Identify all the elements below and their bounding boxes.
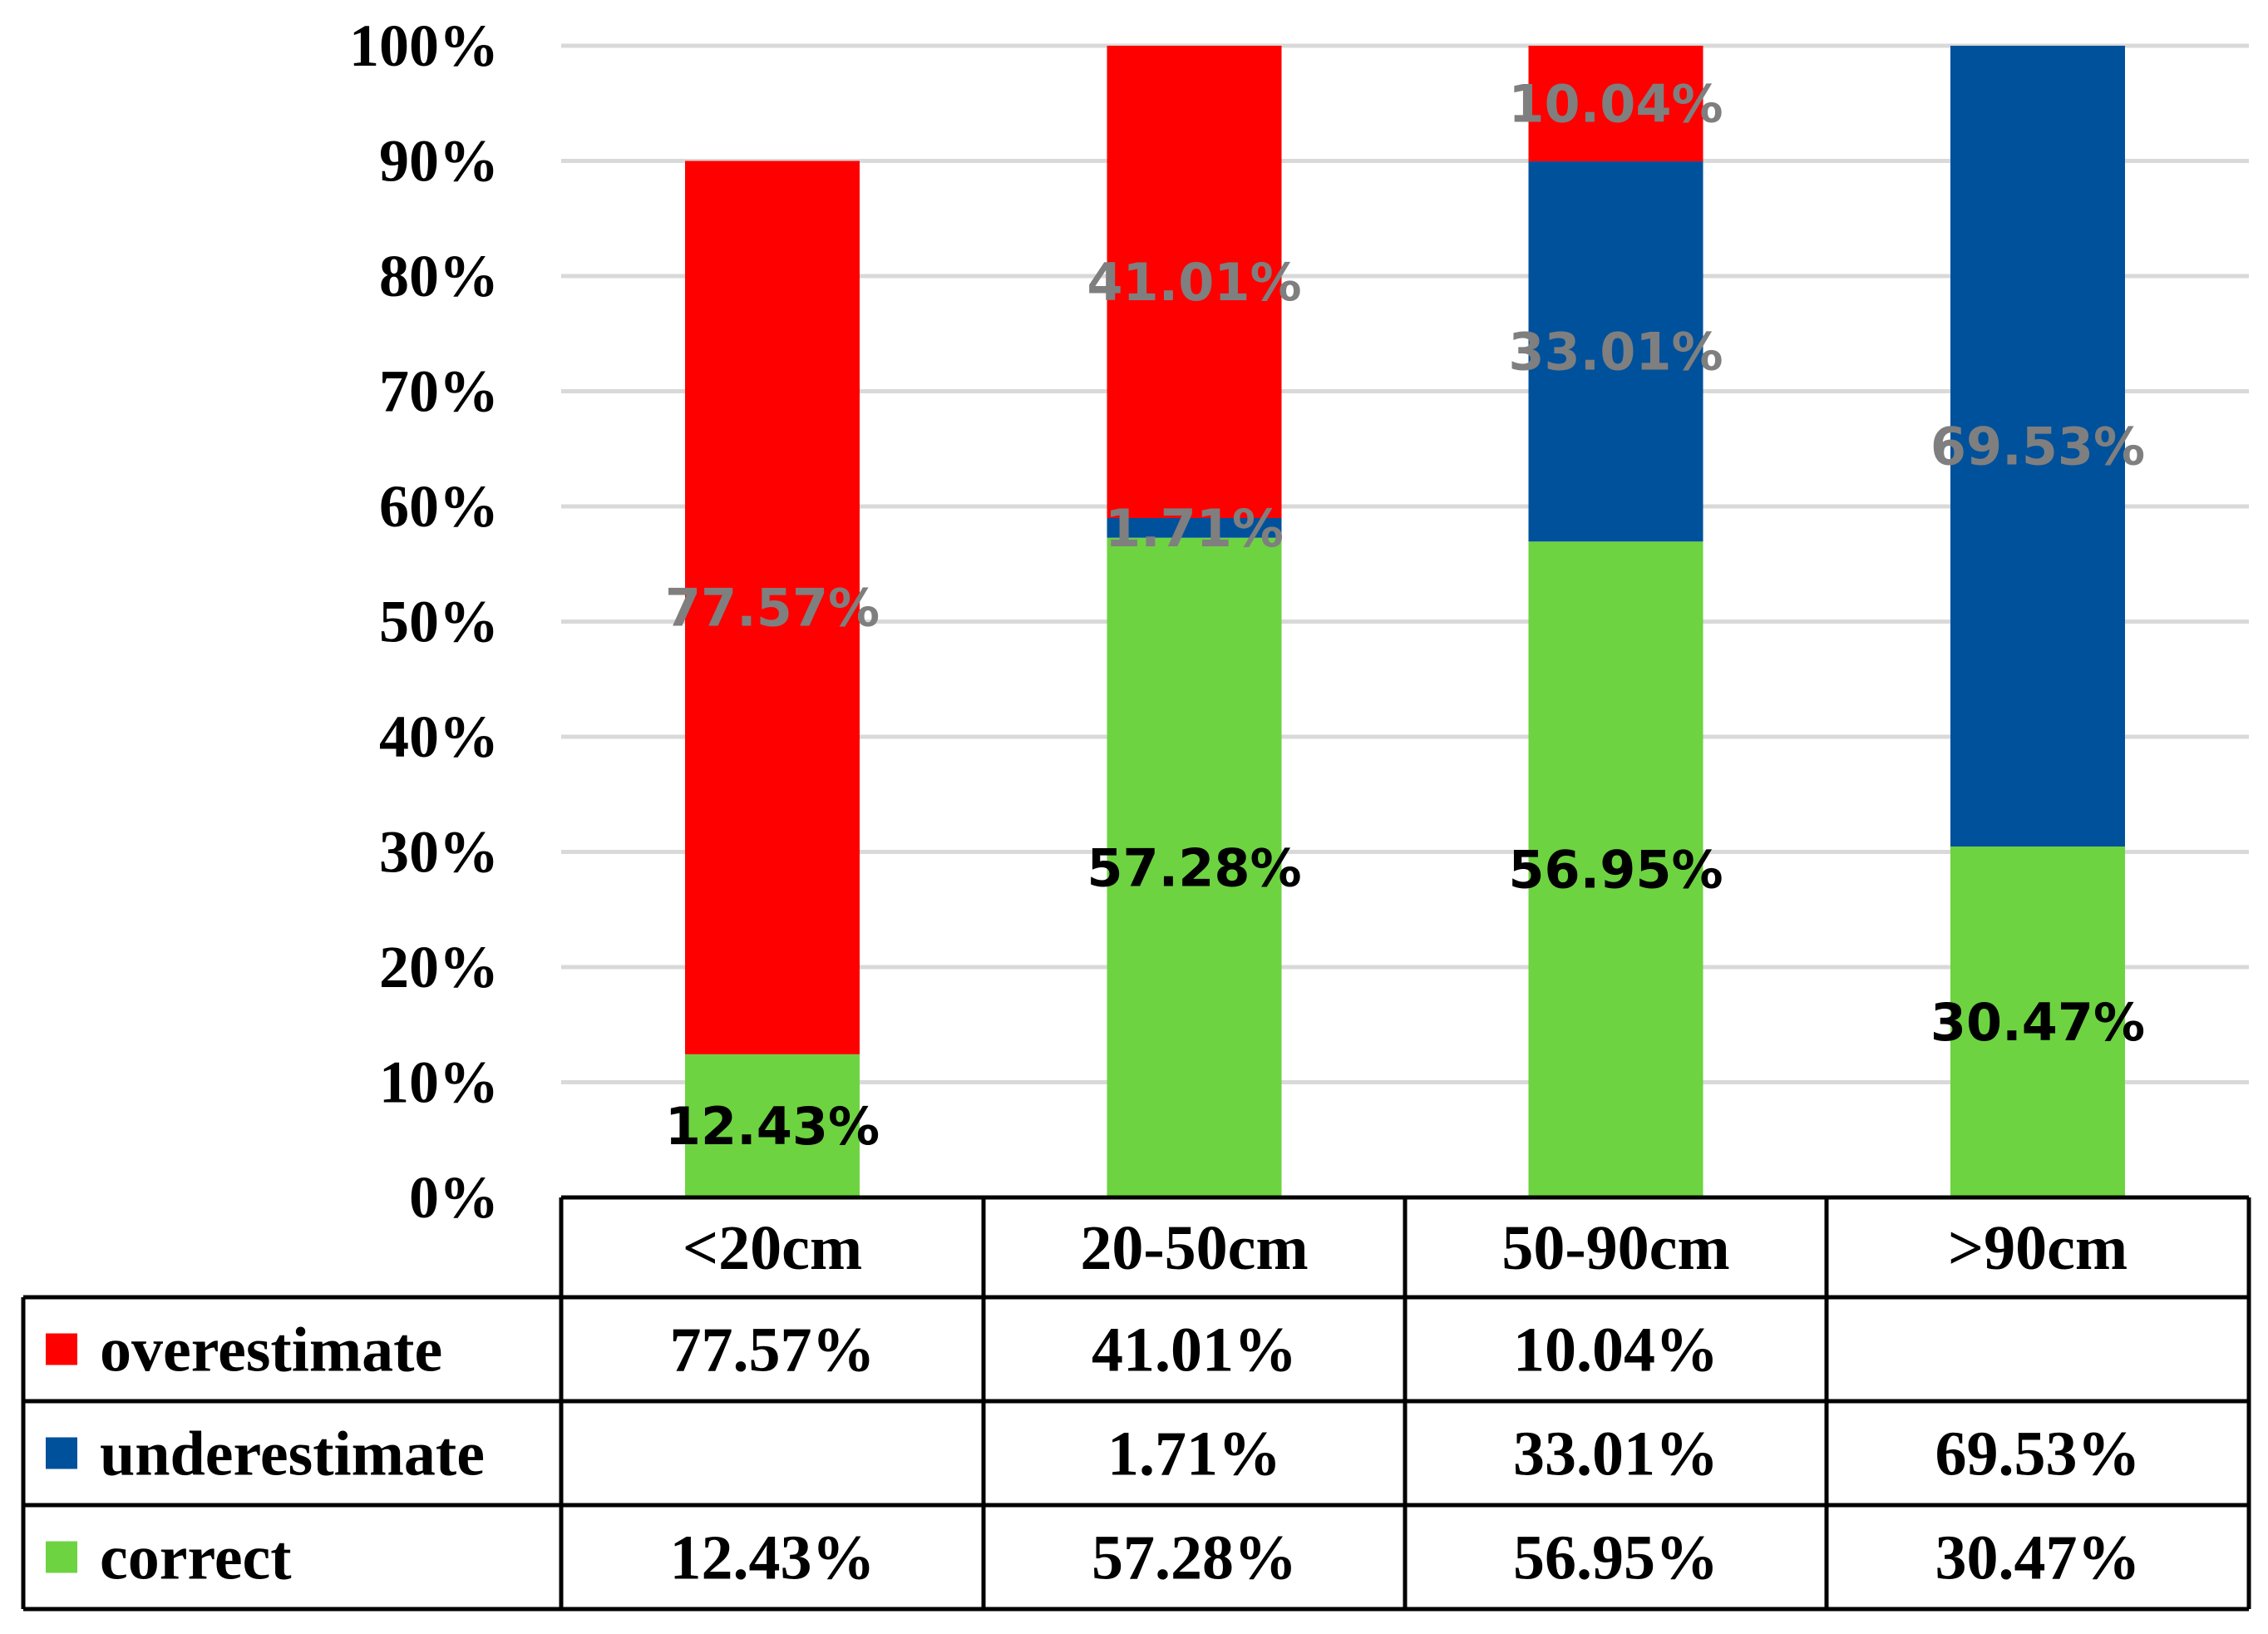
bar-segment-overestimate [1107,46,1282,518]
data-label-correct: 30.47% [1930,992,2145,1053]
bar-segment-underestimate [1950,46,2125,847]
bar-segment-underestimate [1107,517,1282,538]
x-tick-label: 50-90cm [1501,1213,1729,1283]
bar-segment-correct [1950,846,2125,1197]
table-cell-overestimate: 41.01% [1092,1316,1297,1385]
y-tick-label: 70% [379,358,499,425]
data-label-correct: 12.43% [665,1096,880,1157]
bar-segment-underestimate [1528,161,1703,542]
data-label-overestimate: 10.04% [1508,74,1723,135]
y-tick-label: 40% [379,703,499,770]
y-tick-label: 10% [379,1049,499,1116]
data-table: <20cm 20-50cm 50-90cm >90cm overestimate 77.5… [21,1195,2251,1612]
data-labels: 12.43% 77.57% 57.28% 1.71% 41.01% 56.95% 33.01… [665,74,2145,1157]
data-label-underestimate: 1.71% [1105,498,1284,559]
legend-swatch-correct [46,1541,77,1573]
bars [685,46,2125,1197]
y-tick-label: 0% [409,1164,499,1231]
y-tick-label: 80% [379,243,499,309]
data-label-correct: 56.95% [1508,840,1723,901]
table-cell-correct: 57.28% [1092,1523,1297,1593]
y-tick-label: 90% [379,128,499,195]
data-label-underestimate: 33.01% [1508,322,1723,383]
bar-segment-overestimate [1528,46,1703,162]
data-label-underestimate: 69.53% [1930,416,2145,476]
x-tick-label: 20-50cm [1080,1213,1308,1283]
table-cell-correct: 12.43% [670,1523,875,1593]
x-tick-label: >90cm [1948,1213,2127,1283]
y-axis-tick-labels: 0% 10% 20% 30% 40% 50% 60% 70% 80% 90% 100% [349,12,499,1231]
table-cell-underestimate: 69.53% [1935,1419,2141,1489]
bar-segment-correct [1528,541,1703,1197]
y-tick-label: 100% [349,12,499,79]
bar-segment-correct [685,1054,860,1197]
table-cell-correct: 56.95% [1513,1523,1718,1593]
legend-label-underestimate: underestimate [100,1419,485,1489]
y-tick-label: 50% [379,589,499,655]
table-cell-underestimate: 33.01% [1513,1419,1718,1489]
x-tick-label: <20cm [683,1213,862,1283]
y-tick-label: 20% [379,934,499,1000]
legend-swatch-overestimate [46,1333,77,1365]
y-tick-label: 30% [379,819,499,886]
data-label-overestimate: 77.57% [665,578,880,639]
table-cell-underestimate: 1.71% [1107,1419,1281,1489]
data-label-correct: 57.28% [1087,837,1301,898]
data-label-overestimate: 41.01% [1087,252,1301,313]
legend-label-overestimate: overestimate [100,1316,442,1385]
bar-segment-overestimate [685,160,860,1054]
table-cell-overestimate: 77.57% [670,1316,875,1385]
legend-label-correct: correct [100,1523,292,1593]
table-cell-overestimate: 10.04% [1513,1316,1718,1385]
legend-swatch-underestimate [46,1437,77,1469]
table-cell-correct: 30.47% [1935,1523,2141,1593]
bar-segment-correct [1107,537,1282,1197]
y-tick-label: 60% [379,473,499,540]
